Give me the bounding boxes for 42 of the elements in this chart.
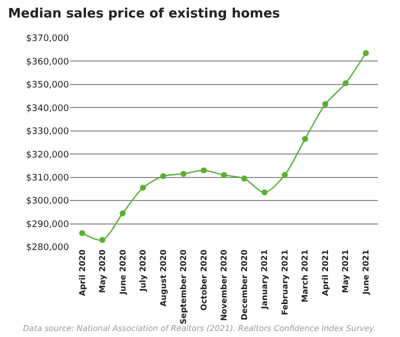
point bbox=[180, 170, 186, 177]
chart-title: Median sales price of existing homes bbox=[8, 6, 280, 22]
y-tick-label: $340,000 bbox=[26, 104, 70, 114]
point bbox=[282, 172, 288, 178]
x-tick-label: November 2020 bbox=[220, 249, 229, 321]
y-tick-label: $300,000 bbox=[26, 196, 70, 207]
point bbox=[302, 136, 308, 142]
y-tick-label: $310,000 bbox=[26, 173, 70, 184]
x-tick-label: September 2020 bbox=[179, 249, 188, 324]
point bbox=[221, 172, 227, 178]
x-tick-label: April 2020 bbox=[78, 249, 87, 296]
y-tick-label: $330,000 bbox=[26, 127, 70, 138]
y-tick-label: $280,000 bbox=[26, 243, 70, 254]
point bbox=[99, 237, 106, 244]
source-note: Data source: National Association of Realtors (2021). Realtors Confidence Index Survey. bbox=[23, 324, 376, 333]
point bbox=[241, 175, 248, 182]
point bbox=[362, 50, 369, 56]
x-tick-label: January 2021 bbox=[260, 249, 270, 310]
point bbox=[342, 80, 349, 86]
x-tick-label: August 2020 bbox=[158, 249, 168, 307]
point bbox=[120, 210, 126, 216]
x-tick-label: June 2021 bbox=[361, 249, 370, 296]
x-tick-label: April 2021 bbox=[320, 249, 330, 296]
x-tick-label: July 2020 bbox=[138, 249, 148, 292]
y-tick-label: $370,000 bbox=[26, 34, 70, 44]
x-tick-label: December 2020 bbox=[240, 249, 249, 320]
point bbox=[262, 189, 268, 196]
x-tick-label: March 2021 bbox=[300, 249, 310, 302]
x-tick-label: October 2020 bbox=[199, 249, 208, 311]
x-tick-label: May 2021 bbox=[341, 249, 350, 293]
y-tick-label: $290,000 bbox=[26, 220, 70, 230]
point bbox=[79, 230, 86, 236]
point bbox=[160, 173, 166, 180]
x-tick-label: February 2021 bbox=[280, 249, 290, 316]
point bbox=[322, 101, 328, 108]
y-tick-label: $350,000 bbox=[26, 80, 70, 91]
y-tick-label: $360,000 bbox=[26, 57, 70, 68]
x-tick-label: June 2020 bbox=[118, 249, 128, 296]
x-tick-label: May 2020 bbox=[98, 249, 108, 293]
point bbox=[140, 184, 146, 191]
point bbox=[200, 167, 207, 174]
y-tick-label: $320,000 bbox=[26, 150, 70, 160]
